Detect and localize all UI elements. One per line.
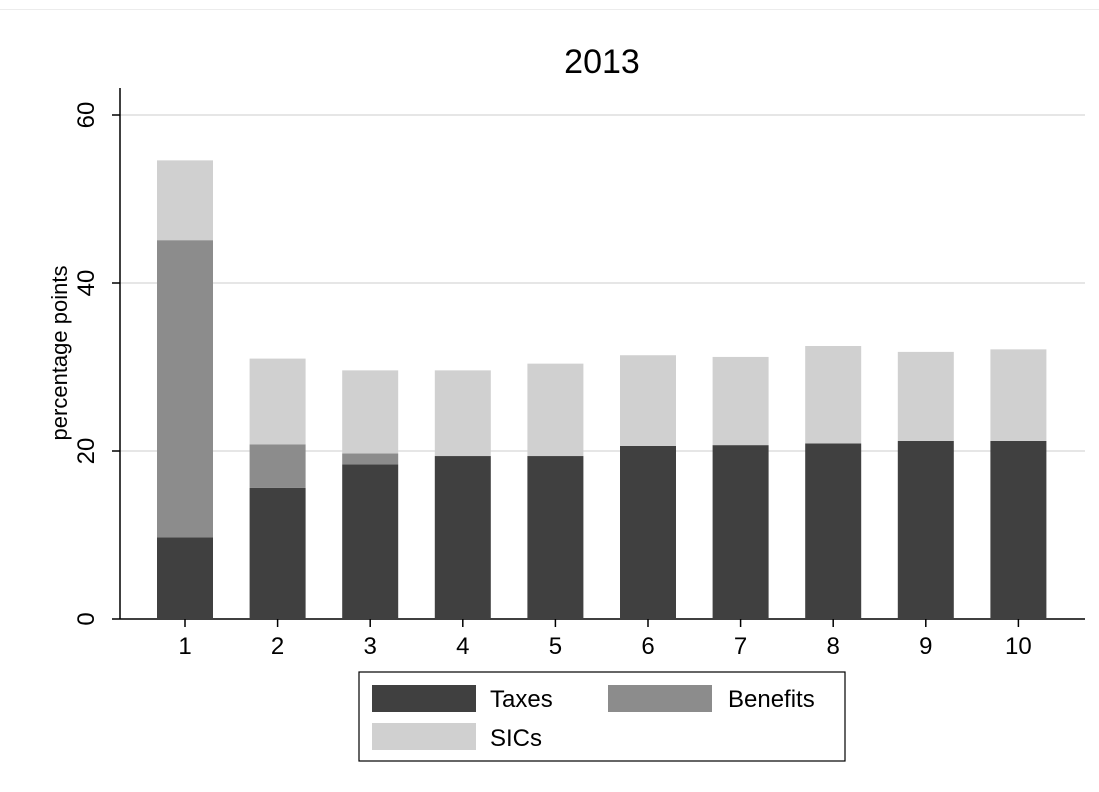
y-tick-label: 0	[73, 612, 100, 625]
bar-sics-2	[249, 358, 306, 445]
legend-label-taxes: Taxes	[490, 686, 553, 713]
bar-taxes-8	[805, 443, 862, 619]
bar-taxes-2	[249, 487, 306, 619]
bar-sics-3	[342, 370, 399, 454]
bar-taxes-3	[342, 464, 399, 619]
x-tick-label: 4	[456, 633, 469, 660]
y-axis-title: percentage points	[47, 266, 72, 441]
x-tick-label: 2	[271, 633, 284, 660]
legend: Taxes Benefits SICs	[358, 671, 846, 762]
bar-taxes-7	[712, 445, 769, 619]
bar-sics-1	[157, 160, 213, 241]
x-tick-label: 6	[641, 633, 654, 660]
bar-taxes-9	[897, 440, 954, 619]
y-axis-ticks: 0 20 40 60	[73, 102, 120, 626]
bar-taxes-5	[527, 456, 584, 619]
x-tick-label: 9	[919, 633, 932, 660]
bar-taxes-10	[990, 440, 1047, 619]
x-axis-ticks: 1 2 3 4 5 6 7 8 9 10	[178, 619, 1032, 660]
bar-benefits-2	[249, 444, 306, 488]
top-divider	[0, 9, 1099, 10]
legend-swatch-taxes	[372, 685, 476, 712]
bar-benefits-1	[157, 240, 213, 538]
bar-sics-5	[527, 363, 584, 457]
x-tick-label: 7	[734, 633, 747, 660]
x-tick-label: 3	[364, 633, 377, 660]
x-tick-label: 1	[178, 633, 191, 660]
x-tick-label: 10	[1005, 633, 1032, 660]
bar-sics-7	[712, 356, 769, 446]
bar-taxes-4	[434, 456, 491, 619]
legend-label-benefits: Benefits	[728, 686, 815, 713]
bar-taxes-6	[620, 445, 676, 619]
bar-benefits-3	[342, 453, 399, 465]
bar-sics-4	[434, 370, 491, 457]
y-tick-label: 60	[73, 102, 100, 129]
legend-swatch-benefits	[608, 685, 712, 712]
y-tick-label: 40	[73, 270, 100, 297]
legend-swatch-sics	[372, 723, 476, 750]
bar-sics-9	[897, 351, 954, 441]
x-tick-label: 8	[827, 633, 840, 660]
y-tick-label: 20	[73, 438, 100, 465]
bar-stacks	[157, 160, 1047, 619]
chart-title: 2013	[564, 43, 640, 81]
bar-sics-10	[990, 349, 1047, 441]
x-tick-label: 5	[549, 633, 562, 660]
bar-sics-8	[805, 346, 862, 444]
legend-label-sics: SICs	[490, 725, 542, 752]
bar-taxes-1	[157, 537, 213, 619]
bar-sics-6	[620, 355, 676, 446]
